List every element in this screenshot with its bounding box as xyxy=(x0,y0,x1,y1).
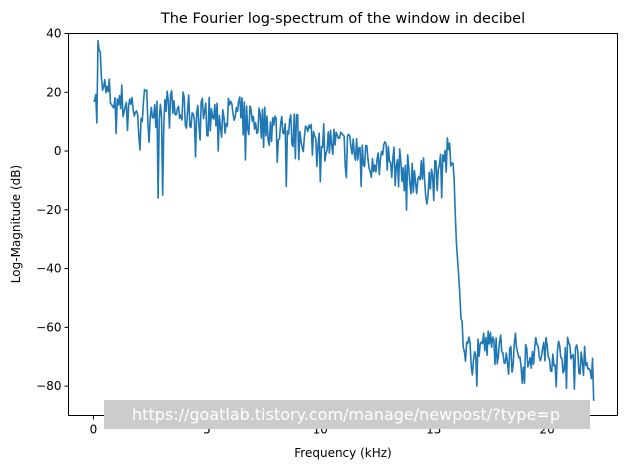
watermark: https://goatlab.tistory.com/manage/newpo… xyxy=(104,400,590,429)
y-axis-label: Log-Magnitude (dB) xyxy=(9,165,23,283)
x-tick-label: 0 xyxy=(90,423,98,437)
plot-frame xyxy=(68,33,618,416)
y-tick-label: 20 xyxy=(46,85,61,99)
spectrum-line xyxy=(93,39,595,401)
y-tick-label: 40 xyxy=(46,27,61,41)
x-tick-label: 5 xyxy=(203,423,211,437)
y-tick-label: −60 xyxy=(36,320,61,334)
y-axis: −80 −60 −40 −20 0 20 40 xyxy=(36,27,69,393)
plot-area xyxy=(93,39,595,401)
y-tick-label: 0 xyxy=(54,144,62,158)
y-tick-label: −40 xyxy=(36,262,61,276)
chart-title: The Fourier log-spectrum of the window i… xyxy=(160,11,525,27)
y-tick-label: −20 xyxy=(36,203,61,217)
watermark-text: https://goatlab.tistory.com/manage/newpo… xyxy=(132,405,560,424)
x-axis-label: Frequency (kHz) xyxy=(294,446,391,460)
y-tick-label: −80 xyxy=(36,379,61,393)
watermark-bg xyxy=(104,400,590,429)
